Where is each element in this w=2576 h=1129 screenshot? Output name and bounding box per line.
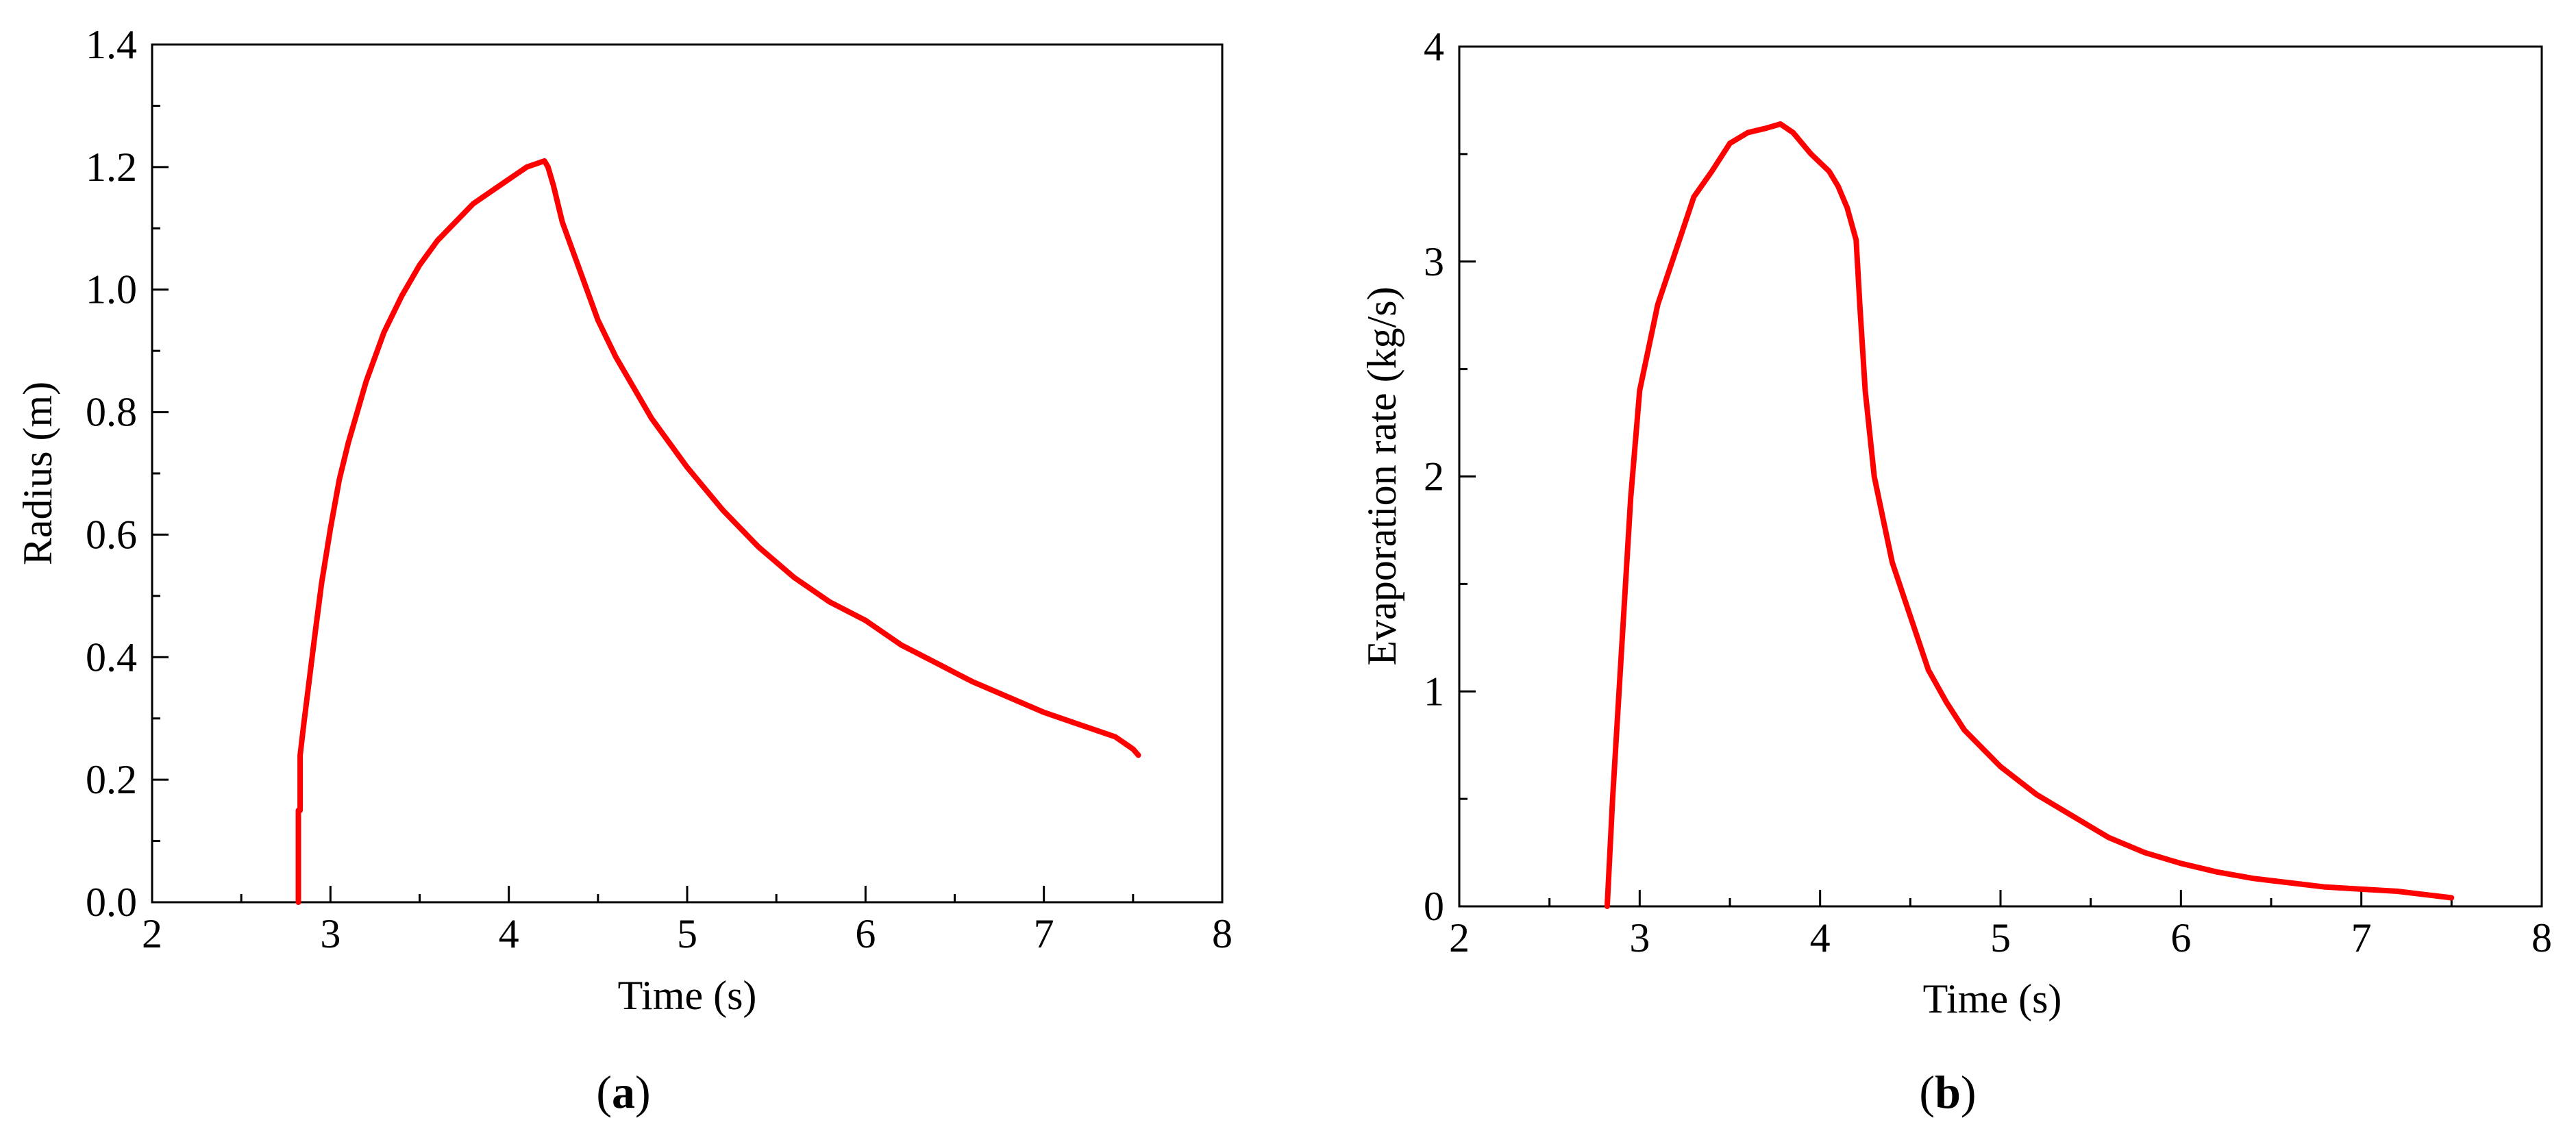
y-axis-label-a: Radius (m) [15, 382, 60, 565]
series-line-a [295, 158, 1141, 905]
y-tick-label: 0.0 [86, 880, 137, 925]
y-tick-label: 0.8 [86, 390, 137, 435]
chart-panel-b: 2 3 4 5 6 7 8 0 1 2 3 4 Time (s) Evaporation rate (… [1359, 24, 2552, 1118]
x-tick-label: 6 [2170, 915, 2191, 960]
tick-labels-a: 2 3 4 5 6 7 8 0.0 0.2 0.4 0.6 0.8 1.0 1.2 1.4 [86, 22, 1233, 956]
x-tick-label: 5 [1990, 915, 2011, 960]
x-tick-label: 4 [499, 911, 519, 956]
y-tick-label: 4 [1424, 24, 1444, 69]
y-tick-label: 2 [1424, 454, 1444, 499]
panel-label-b: (b) [1919, 1066, 1976, 1118]
x-tick-label: 7 [2351, 915, 2372, 960]
x-tick-label: 3 [1629, 915, 1650, 960]
tick-labels-b: 2 3 4 5 6 7 8 0 1 2 3 4 [1424, 24, 2552, 960]
y-tick-label: 0.6 [86, 512, 137, 557]
y-tick-label: 1.0 [86, 267, 137, 312]
plot-frame-b [1458, 45, 2543, 908]
panel-label-a: (a) [596, 1066, 650, 1118]
y-tick-label: 3 [1424, 239, 1444, 284]
x-tick-label: 2 [142, 911, 162, 956]
x-tick-label: 4 [1810, 915, 1831, 960]
y-tick-label: 0 [1424, 884, 1444, 929]
x-tick-label: 7 [1034, 911, 1054, 956]
x-axis-label-b: Time (s) [1923, 976, 2062, 1021]
y-tick-label: 1 [1424, 669, 1444, 714]
axis-ticks-b [1458, 45, 2543, 908]
x-axis-label-a: Time (s) [618, 973, 757, 1018]
axis-ticks-a [151, 43, 1224, 904]
x-tick-label: 8 [1212, 911, 1233, 956]
x-tick-label: 3 [320, 911, 340, 956]
panel-label-a-letter: a [612, 1066, 635, 1118]
x-tick-label: 8 [2531, 915, 2552, 960]
x-tick-label: 2 [1449, 915, 1470, 960]
y-tick-label: 0.2 [86, 757, 137, 802]
series-line-b [1604, 121, 2455, 909]
y-axis-label-b: Evaporation rate (kg/s) [1359, 286, 1404, 665]
x-tick-label: 5 [677, 911, 697, 956]
y-tick-label: 0.4 [86, 634, 137, 680]
plot-frame-a [151, 43, 1224, 904]
x-tick-label: 6 [855, 911, 876, 956]
y-tick-label: 1.4 [86, 22, 137, 67]
chart-panel-a: 2 3 4 5 6 7 8 0.0 0.2 0.4 0.6 0.8 1.0 1.2 1.4 Time (s)… [15, 22, 1233, 1118]
y-tick-label: 1.2 [86, 145, 137, 190]
panel-label-b-letter: b [1935, 1066, 1961, 1118]
